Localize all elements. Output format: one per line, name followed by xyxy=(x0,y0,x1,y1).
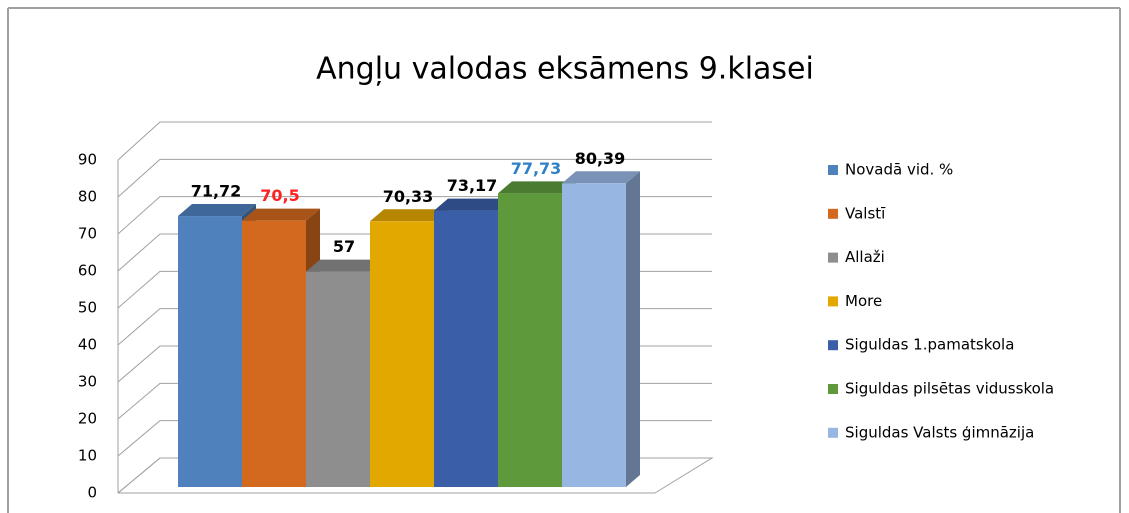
y-tick-label: 40 xyxy=(78,336,97,354)
y-tick-label: 70 xyxy=(78,225,97,243)
bar xyxy=(434,210,498,487)
bar-top xyxy=(306,259,384,272)
y-tick-label: 90 xyxy=(78,151,97,169)
bar xyxy=(306,271,370,487)
legend-label: Valstī xyxy=(845,204,886,222)
bar xyxy=(178,216,242,487)
chart-title: Angļu valodas eksāmens 9.klasei xyxy=(316,52,814,87)
legend-swatch xyxy=(828,208,838,219)
bar xyxy=(562,183,626,487)
y-tick-label: 80 xyxy=(78,188,97,206)
legend-swatch xyxy=(828,427,838,438)
legend-swatch xyxy=(828,340,838,351)
bar xyxy=(498,193,562,487)
legend-swatch xyxy=(828,165,838,175)
y-tick-label: 50 xyxy=(78,299,97,317)
legend-swatch xyxy=(828,384,838,394)
data-label: 80,39 xyxy=(575,149,626,168)
legend-label: Allaži xyxy=(845,248,885,266)
y-tick-label: 0 xyxy=(87,484,97,502)
bar-top xyxy=(242,208,320,221)
legend-label: Siguldas Valsts ģimnāzija xyxy=(845,423,1034,441)
bar-top xyxy=(178,204,256,217)
data-label: 77,73 xyxy=(511,159,562,178)
legend-swatch xyxy=(828,252,838,263)
bar xyxy=(242,220,306,487)
data-label: 70,5 xyxy=(260,186,299,205)
legend-label: More xyxy=(845,292,882,310)
bar xyxy=(370,221,434,487)
bar-side xyxy=(626,171,640,487)
y-tick-label: 30 xyxy=(78,373,97,391)
grid-line xyxy=(117,158,712,198)
y-tick-label: 60 xyxy=(78,262,97,280)
data-label: 57 xyxy=(333,237,355,256)
grid-line xyxy=(117,121,712,161)
legend-label: Siguldas 1.pamatskola xyxy=(845,336,1014,354)
data-label: 73,17 xyxy=(447,176,498,195)
data-label: 71,72 xyxy=(191,182,242,201)
bar-top xyxy=(498,181,576,194)
data-label: 70,33 xyxy=(383,187,434,206)
y-tick-label: 20 xyxy=(78,410,97,428)
y-tick-label: 10 xyxy=(78,447,97,465)
legend-label: Siguldas pilsētas vidusskola xyxy=(845,380,1054,398)
bar-top xyxy=(370,209,448,222)
bar-top xyxy=(434,198,512,211)
legend-label: Novadā vid. % xyxy=(845,161,953,179)
legend-swatch xyxy=(828,296,838,307)
bar-top xyxy=(562,171,640,184)
